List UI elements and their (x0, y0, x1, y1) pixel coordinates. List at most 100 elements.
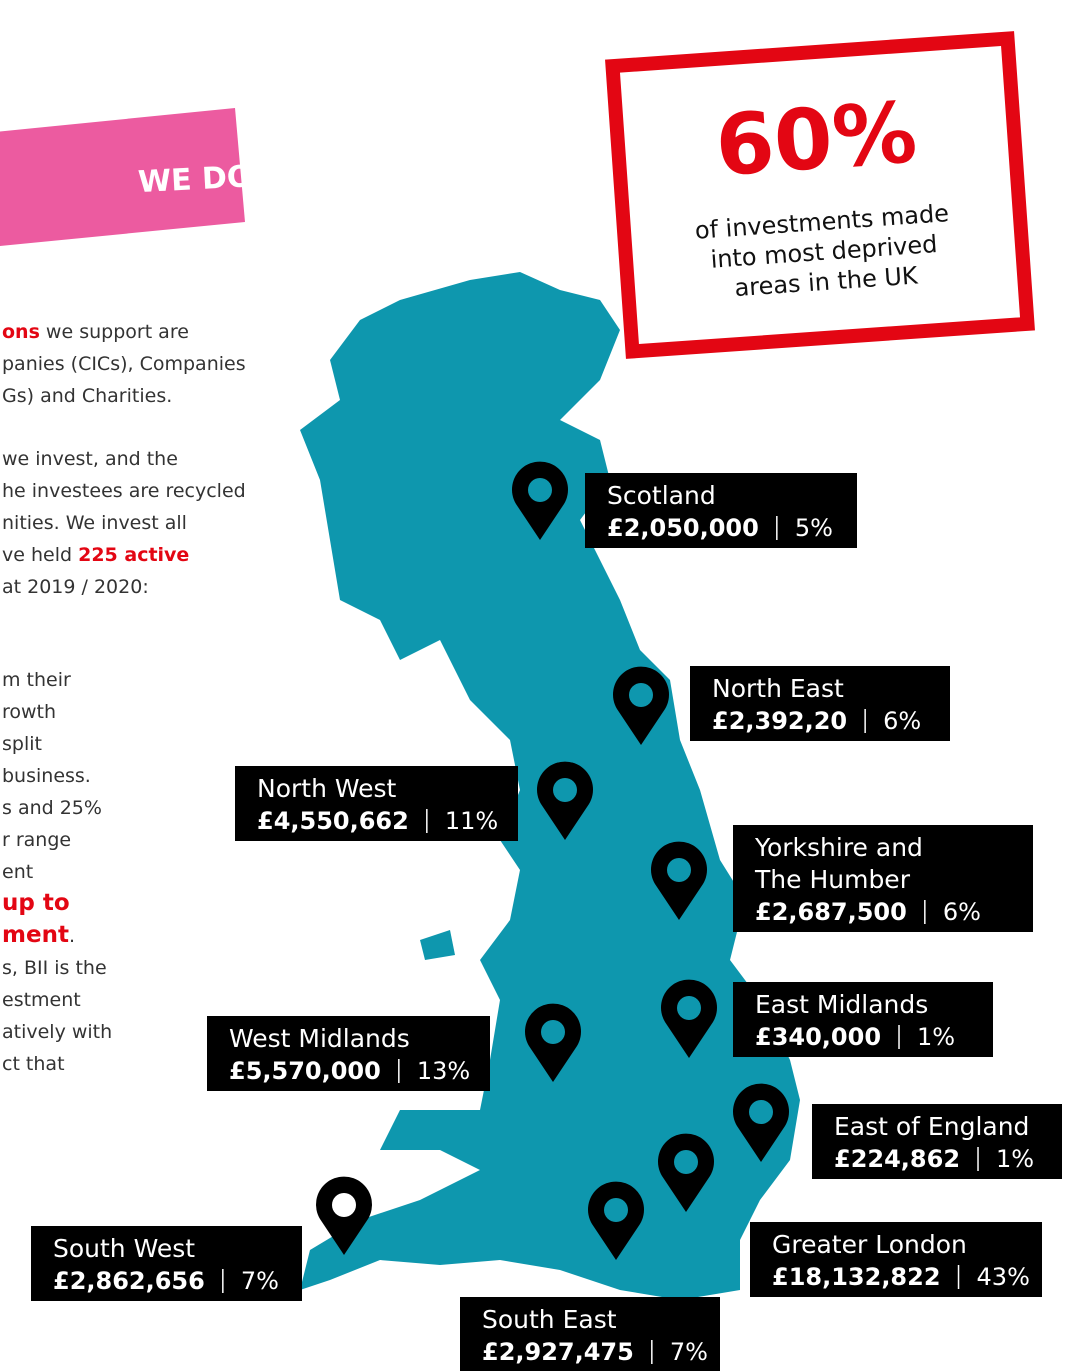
body-line: estment (2, 989, 81, 1011)
pin-dot (629, 683, 653, 707)
pin-dot (332, 1193, 356, 1217)
text-span: split (2, 733, 42, 755)
body-line: business. (2, 765, 91, 787)
region-amount: £340,000 (755, 1023, 881, 1051)
region-amount: £4,550,662 (257, 807, 409, 835)
region-name: East Midlands (755, 990, 928, 1019)
banner-text: WE DO: (137, 159, 265, 201)
body-line: s and 25% (2, 797, 102, 819)
text-span: he investees are recycled (2, 480, 246, 502)
region-name: Yorkshire and (754, 833, 923, 862)
text-span: s and 25% (2, 797, 102, 819)
region-amount: £2,050,000 (607, 514, 759, 542)
body-line: ct that (2, 1053, 65, 1075)
body-line: ent (2, 861, 33, 883)
region-name: South West (53, 1234, 195, 1263)
body-line: Gs) and Charities. (2, 385, 172, 407)
region-percent: 7% (241, 1267, 279, 1295)
region-amount: £224,862 (834, 1145, 960, 1173)
region-amount: £5,570,000 (229, 1057, 381, 1085)
text-span: at 2019 / 2020: (2, 576, 149, 598)
body-line: up to (2, 890, 70, 916)
region-amount: £2,927,475 (482, 1338, 634, 1366)
text-span: . (69, 925, 75, 947)
region-amount: £18,132,822 (772, 1263, 941, 1291)
emphasis-text: up to (2, 890, 70, 916)
emphasis-text: 225 active (78, 544, 189, 566)
pin-dot (667, 858, 691, 882)
region-amount: £2,862,656 (53, 1267, 205, 1295)
text-span: r range (2, 829, 71, 851)
body-line: m their (2, 669, 71, 691)
region-label-box (235, 766, 518, 841)
region-name: East of England (834, 1112, 1029, 1141)
text-span: panies (CICs), Companies (2, 353, 246, 375)
body-line: r range (2, 829, 71, 851)
body-line: atively with (2, 1021, 112, 1043)
emphasis-text: ons (2, 321, 40, 343)
region-name: North East (712, 674, 844, 703)
island (420, 930, 455, 960)
region-percent: 6% (883, 707, 921, 735)
text-span: ve held (2, 544, 78, 566)
text-span: we support are (40, 321, 189, 343)
text-span: nities. We invest all (2, 512, 187, 534)
region-percent: 7% (670, 1338, 708, 1366)
text-span: s, BII is the (2, 957, 107, 979)
region-label-box (812, 1104, 1062, 1179)
text-span: we invest, and the (2, 448, 178, 470)
region-percent: 1% (996, 1145, 1034, 1173)
body-line: panies (CICs), Companies (2, 353, 246, 375)
body-line: he investees are recycled (2, 480, 246, 502)
pin-dot (541, 1020, 565, 1044)
pin-dot (677, 996, 701, 1020)
body-line: nities. We invest all (2, 512, 187, 534)
pin-dot (749, 1100, 773, 1124)
region-label-box (733, 982, 993, 1057)
body-line: at 2019 / 2020: (2, 576, 149, 598)
pin-dot (604, 1198, 628, 1222)
region-label-box (207, 1016, 490, 1091)
region-percent: 6% (943, 898, 981, 926)
pin-dot (674, 1150, 698, 1174)
body-line: rowth (2, 701, 56, 723)
text-span: ct that (2, 1053, 65, 1075)
body-line: ons we support are (2, 321, 189, 343)
region-name: The Humber (754, 865, 911, 894)
region-percent: 13% (417, 1057, 470, 1085)
text-span: ent (2, 861, 33, 883)
region-label-box (733, 825, 1033, 932)
text-span: Gs) and Charities. (2, 385, 172, 407)
region-label-box (31, 1226, 302, 1301)
region-amount: £2,392,20 (712, 707, 847, 735)
body-line: split (2, 733, 42, 755)
region-percent: 43% (977, 1263, 1030, 1291)
pin-dot (528, 478, 552, 502)
region-percent: 1% (917, 1023, 955, 1051)
stat-frame (605, 31, 1035, 359)
region-percent: 11% (445, 807, 498, 835)
region-label-box (585, 473, 857, 548)
region-percent: 5% (795, 514, 833, 542)
banner (0, 108, 245, 246)
region-label-box (750, 1222, 1042, 1297)
body-line: s, BII is the (2, 957, 107, 979)
text-span: business. (2, 765, 91, 787)
emphasis-text: ment (2, 922, 69, 948)
text-span: estment (2, 989, 81, 1011)
region-label-box (460, 1297, 720, 1371)
region-name: Greater London (772, 1230, 967, 1259)
region-label-box (690, 666, 950, 741)
text-span: m their (2, 669, 71, 691)
pin-dot (553, 778, 577, 802)
region-name: West Midlands (229, 1024, 410, 1053)
text-span: atively with (2, 1021, 112, 1043)
text-span: rowth (2, 701, 56, 723)
region-name: Scotland (607, 481, 716, 510)
body-line: ment. (2, 922, 75, 948)
body-line: ve held 225 active (2, 544, 189, 566)
stat-value: 60% (712, 83, 919, 195)
body-line: we invest, and the (2, 448, 178, 470)
